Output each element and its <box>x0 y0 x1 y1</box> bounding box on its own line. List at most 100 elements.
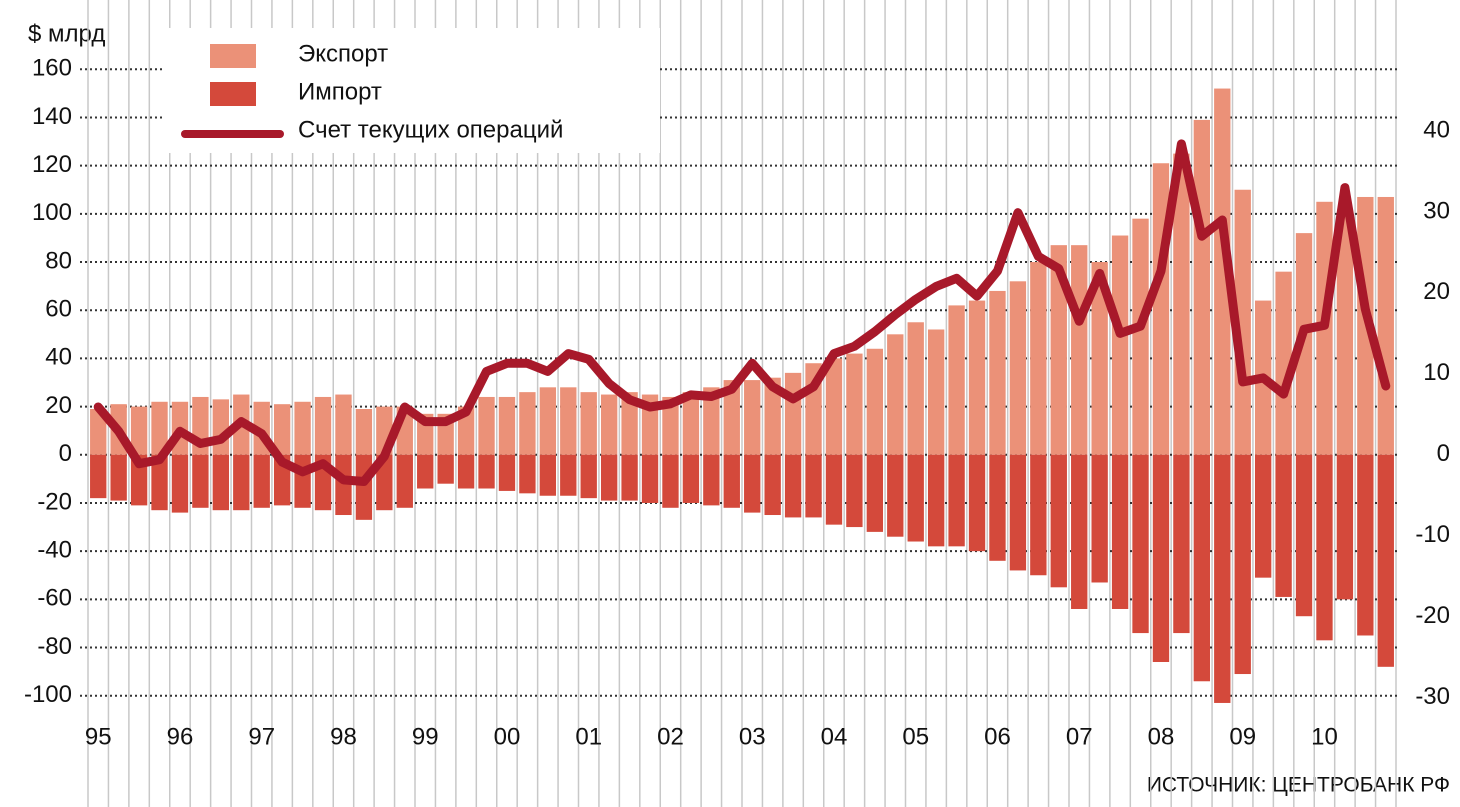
bar <box>151 454 168 511</box>
bar <box>1030 454 1047 576</box>
bar <box>1071 245 1088 455</box>
bar <box>335 454 352 516</box>
y-tick-label: 80 <box>45 247 72 274</box>
bar <box>1009 281 1027 455</box>
bar <box>355 454 373 520</box>
x-tick-label: 10 <box>1311 723 1338 750</box>
bar <box>846 353 863 455</box>
bar <box>887 334 904 455</box>
legend-label: Счет текущих операций <box>298 116 563 143</box>
y2-tick-label: 30 <box>1423 197 1450 224</box>
bar <box>1254 454 1272 578</box>
bar <box>314 396 332 455</box>
x-tick-label: 98 <box>330 723 357 750</box>
x-tick-label: 96 <box>167 723 194 750</box>
bar <box>1295 454 1313 617</box>
bar <box>457 454 475 489</box>
bar <box>1132 454 1149 634</box>
y-tick-label: 60 <box>45 296 72 323</box>
bar <box>294 401 311 455</box>
bar <box>560 387 577 455</box>
x-tick-label: 06 <box>984 723 1011 750</box>
bar <box>1132 218 1149 455</box>
y-tick-label: -60 <box>37 585 72 612</box>
bar <box>478 396 495 455</box>
y2-tick-label: -10 <box>1415 521 1450 548</box>
bar <box>600 454 618 501</box>
bar <box>1152 163 1170 455</box>
bar <box>1275 271 1292 455</box>
x-tick-label: 09 <box>1229 723 1256 750</box>
x-tick-label: 01 <box>575 723 602 750</box>
bar <box>744 380 761 455</box>
bar <box>1193 454 1211 682</box>
bar <box>744 454 761 513</box>
bar <box>866 348 884 455</box>
bar <box>1152 454 1170 662</box>
y-axis-label: $ млрд <box>28 20 105 47</box>
bar <box>273 404 291 455</box>
bar <box>784 372 802 455</box>
bar <box>233 454 250 511</box>
bar <box>1214 454 1231 703</box>
x-tick-label: 03 <box>739 723 766 750</box>
bar <box>355 409 373 455</box>
bar <box>968 454 986 552</box>
bar <box>335 394 352 455</box>
source: ИСТОЧНИК: ЦЕНТРОБАНК РФ <box>1147 774 1450 797</box>
bar <box>417 454 434 489</box>
bar <box>968 300 986 455</box>
bar <box>212 454 230 511</box>
bar <box>805 454 822 518</box>
bar <box>1377 196 1394 455</box>
bar <box>641 454 659 503</box>
bar <box>621 392 638 455</box>
bar <box>1009 454 1027 571</box>
y-tick-label: 140 <box>32 103 72 130</box>
y-tick-label: -80 <box>37 633 72 660</box>
x-tick-label: 00 <box>494 723 521 750</box>
bar <box>90 454 107 499</box>
bar <box>1173 153 1190 455</box>
x-tick-label: 95 <box>85 723 112 750</box>
bar <box>764 454 781 516</box>
bar <box>846 454 863 528</box>
bar <box>662 396 679 455</box>
x-tick-label: 02 <box>657 723 684 750</box>
bar <box>1071 454 1088 609</box>
bar <box>600 394 618 455</box>
bar <box>948 305 965 455</box>
legend-label: Импорт <box>298 78 382 105</box>
bar <box>1030 262 1047 455</box>
bar <box>948 454 965 547</box>
y-tick-label: 120 <box>32 151 72 178</box>
bar <box>1377 454 1394 667</box>
bar <box>825 454 843 525</box>
bar <box>621 454 638 501</box>
legend: Экспорт Импорт Счет текущих операций <box>165 28 660 153</box>
bar <box>580 392 597 455</box>
y2-tick-label: 20 <box>1423 278 1450 305</box>
y-tick-label: 160 <box>32 55 72 82</box>
bar <box>192 454 209 508</box>
bar <box>1091 262 1108 455</box>
bar <box>1234 454 1251 675</box>
bar <box>1091 454 1108 583</box>
bar <box>1316 454 1333 641</box>
bar <box>519 454 536 494</box>
bar <box>989 290 1006 455</box>
bar <box>682 392 700 455</box>
bar <box>376 454 393 511</box>
x-tick-label: 07 <box>1066 723 1093 750</box>
x-tick-label: 97 <box>248 723 275 750</box>
bar <box>478 454 495 489</box>
bar <box>1111 235 1129 455</box>
bar <box>703 387 720 455</box>
bar <box>927 454 945 547</box>
line <box>93 139 1391 486</box>
bar <box>887 454 904 537</box>
bar <box>1336 454 1354 600</box>
x-tick-label: 04 <box>821 723 848 750</box>
y-tick-label: 100 <box>32 199 72 226</box>
bar <box>580 454 597 499</box>
